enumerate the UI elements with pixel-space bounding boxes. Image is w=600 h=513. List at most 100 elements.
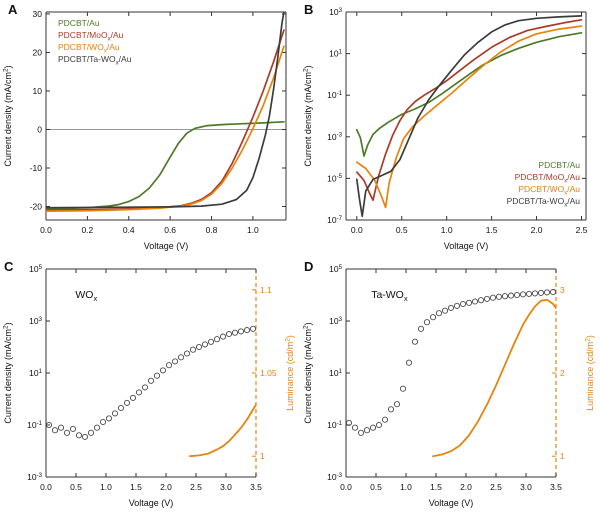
series-line-0 <box>46 120 285 210</box>
svg-text:1.0: 1.0 <box>100 482 112 492</box>
svg-text:3.5: 3.5 <box>550 482 562 492</box>
svg-text:1: 1 <box>560 451 565 461</box>
svg-text:2.5: 2.5 <box>490 482 502 492</box>
svg-text:0.8: 0.8 <box>206 225 218 235</box>
svg-text:103​: 103​ <box>329 7 342 17</box>
svg-text:0.6: 0.6 <box>164 225 176 235</box>
series-line-2 <box>46 45 285 212</box>
svg-text:2: 2 <box>560 368 565 378</box>
y-axis-left: 10-3​ 10-1​ 101​ 103​ 105​ <box>27 264 50 482</box>
series-line-1 <box>355 18 583 202</box>
svg-text:10-1​: 10-1​ <box>327 90 342 100</box>
panel-c: C 0.0 0.5 1.0 1.5 2.0 2.5 3.0 3.5 10-3​ 10-1​ 101​… <box>0 257 300 513</box>
y-axis-left: 10-7​ 10-5​ 10-3​ 10-1​ 101​ 103​ <box>327 7 586 225</box>
chart-d-tawox-luminance: 0.00.51.01.52.02.53.03.510-3​10-1​101​10… <box>303 264 595 508</box>
series-scatter-0 <box>346 288 556 436</box>
svg-text:101​: 101​ <box>329 368 342 378</box>
y-axis-right: 1 1.05 1.1 <box>252 285 277 461</box>
svg-text:PDCBT/Au: PDCBT/Au <box>58 18 100 28</box>
svg-text:PDCBT/WOx​/Au: PDCBT/WOx​/Au <box>518 184 580 196</box>
svg-text:2.0: 2.0 <box>531 225 543 235</box>
svg-text:1.5: 1.5 <box>430 482 442 492</box>
series-line-3 <box>46 12 285 209</box>
svg-text:3.0: 3.0 <box>220 482 232 492</box>
series-line-1 <box>432 298 556 458</box>
svg-text:PDCBT/MoOx​/Au: PDCBT/MoOx​/Au <box>515 172 581 184</box>
svg-text:1.0: 1.0 <box>247 225 259 235</box>
svg-text:PDCBT/Au: PDCBT/Au <box>538 160 580 170</box>
y-axis-label: Current density (mA/cm2​) <box>3 322 13 423</box>
svg-text:0.0: 0.0 <box>40 482 52 492</box>
svg-text:1.5: 1.5 <box>486 225 498 235</box>
series-line-2 <box>355 25 583 209</box>
legend: PDCBT/Au PDCBT/MoOx​/AuPDCBT/WOx​/AuPDCBT… <box>507 160 581 208</box>
plot-frame <box>45 11 287 221</box>
x-axis: 0.0 0.5 1.0 1.5 2.0 2.5 3.0 3.5 <box>340 269 562 492</box>
svg-text:0.5: 0.5 <box>396 225 408 235</box>
panel-label-d: D <box>304 259 314 274</box>
y-axis-label: Current density (mA/cm2​) <box>303 65 313 166</box>
svg-text:0.5: 0.5 <box>70 482 82 492</box>
y-axis-left: -20 -10 0 10 20 30 <box>30 9 286 212</box>
svg-text:2.0: 2.0 <box>160 482 172 492</box>
svg-text:1: 1 <box>260 451 265 461</box>
svg-text:1.0: 1.0 <box>400 482 412 492</box>
panel-a: A 0.0 0.2 0.4 0.6 0.8 1.0 -20 -10 0 10 20 30 Voltage… <box>0 0 300 256</box>
x-axis: 0.0 0.5 1.0 1.5 2.0 2.5 3.0 3.5 <box>40 269 262 492</box>
svg-text:3: 3 <box>560 285 565 295</box>
svg-text:-10: -10 <box>30 163 43 173</box>
svg-text:10-5​: 10-5​ <box>327 173 342 183</box>
svg-text:30: 30 <box>33 9 43 19</box>
panel-label-c: C <box>4 259 14 274</box>
series-line-3 <box>355 15 583 218</box>
y-axis-right: 1 2 3 <box>552 285 565 461</box>
x-axis: 0.0 0.5 1.0 1.5 2.0 2.5 <box>351 12 588 235</box>
svg-text:0.0: 0.0 <box>340 482 352 492</box>
svg-text:101​: 101​ <box>29 368 42 378</box>
svg-text:0: 0 <box>37 124 42 134</box>
svg-text:105​: 105​ <box>329 264 342 274</box>
svg-text:10-3​: 10-3​ <box>27 472 42 482</box>
chart-a-jv-light: 0.0 0.2 0.4 0.6 0.8 1.0 -20 -10 0 10 20 30 Voltage (… <box>3 9 287 251</box>
legend: PDCBT/Au PDCBT/MoOx​/AuPDCBT/WOx​/AuPDCBT… <box>58 18 132 66</box>
svg-text:0.0: 0.0 <box>40 225 52 235</box>
chart-b-jv-dark-semilog: 0.00.51.01.52.02.510-7​10-5​10-3​10-1​10… <box>303 7 588 251</box>
svg-text:PDCBT/Ta-WOx​/Au: PDCBT/Ta-WOx​/Au <box>58 54 132 66</box>
svg-text:1.1: 1.1 <box>260 285 272 295</box>
svg-text:0.5: 0.5 <box>370 482 382 492</box>
svg-text:PDCBT/Ta-WOx​/Au: PDCBT/Ta-WOx​/Au <box>507 196 581 208</box>
svg-text:PDCBT/MoOx​/Au: PDCBT/MoOx​/Au <box>58 30 124 42</box>
svg-text:10-7​: 10-7​ <box>327 215 342 225</box>
svg-text:10: 10 <box>33 86 43 96</box>
series-line-1 <box>189 403 256 458</box>
panel-b: B 0.0 0.5 1.0 1.5 2.0 2.5 10-7​ 10-5​ 10-3​ 10-1​… <box>300 0 600 256</box>
series-group <box>355 15 583 218</box>
x-axis-label: Voltage (V) <box>429 498 474 508</box>
svg-text:2.5: 2.5 <box>576 225 588 235</box>
series-group <box>346 288 556 458</box>
series-scatter-0 <box>46 325 256 440</box>
svg-text:1.05: 1.05 <box>260 368 277 378</box>
svg-text:2.0: 2.0 <box>460 482 472 492</box>
x-axis-label: Voltage (V) <box>129 498 174 508</box>
svg-text:0.0: 0.0 <box>351 225 363 235</box>
svg-text:103​: 103​ <box>329 316 342 326</box>
svg-text:10-3​: 10-3​ <box>327 472 342 482</box>
svg-text:20: 20 <box>33 47 43 57</box>
y-axis-label: Current density (mA/cm2​) <box>3 65 13 166</box>
svg-text:1.0: 1.0 <box>441 225 453 235</box>
plot-frame <box>345 11 587 221</box>
y-axis-left: 10-3​ 10-1​ 101​ 103​ 105​ <box>327 264 350 482</box>
svg-text:10-1​: 10-1​ <box>27 420 42 430</box>
series-group <box>46 325 256 458</box>
panel-label-b: B <box>304 2 314 17</box>
panel-d: D 0.0 0.5 1.0 1.5 2.0 2.5 3.0 3.5 10-3​ 10-1​ 101​… <box>300 257 600 513</box>
plot-annotation: WOx​ <box>75 289 97 303</box>
svg-text:0.2: 0.2 <box>81 225 93 235</box>
svg-text:101​: 101​ <box>329 48 342 58</box>
series-line-0 <box>355 31 583 157</box>
y-axis-label: Current density (mA/cm2​) <box>303 322 313 423</box>
svg-text:-20: -20 <box>30 202 43 212</box>
svg-text:3.5: 3.5 <box>250 482 262 492</box>
